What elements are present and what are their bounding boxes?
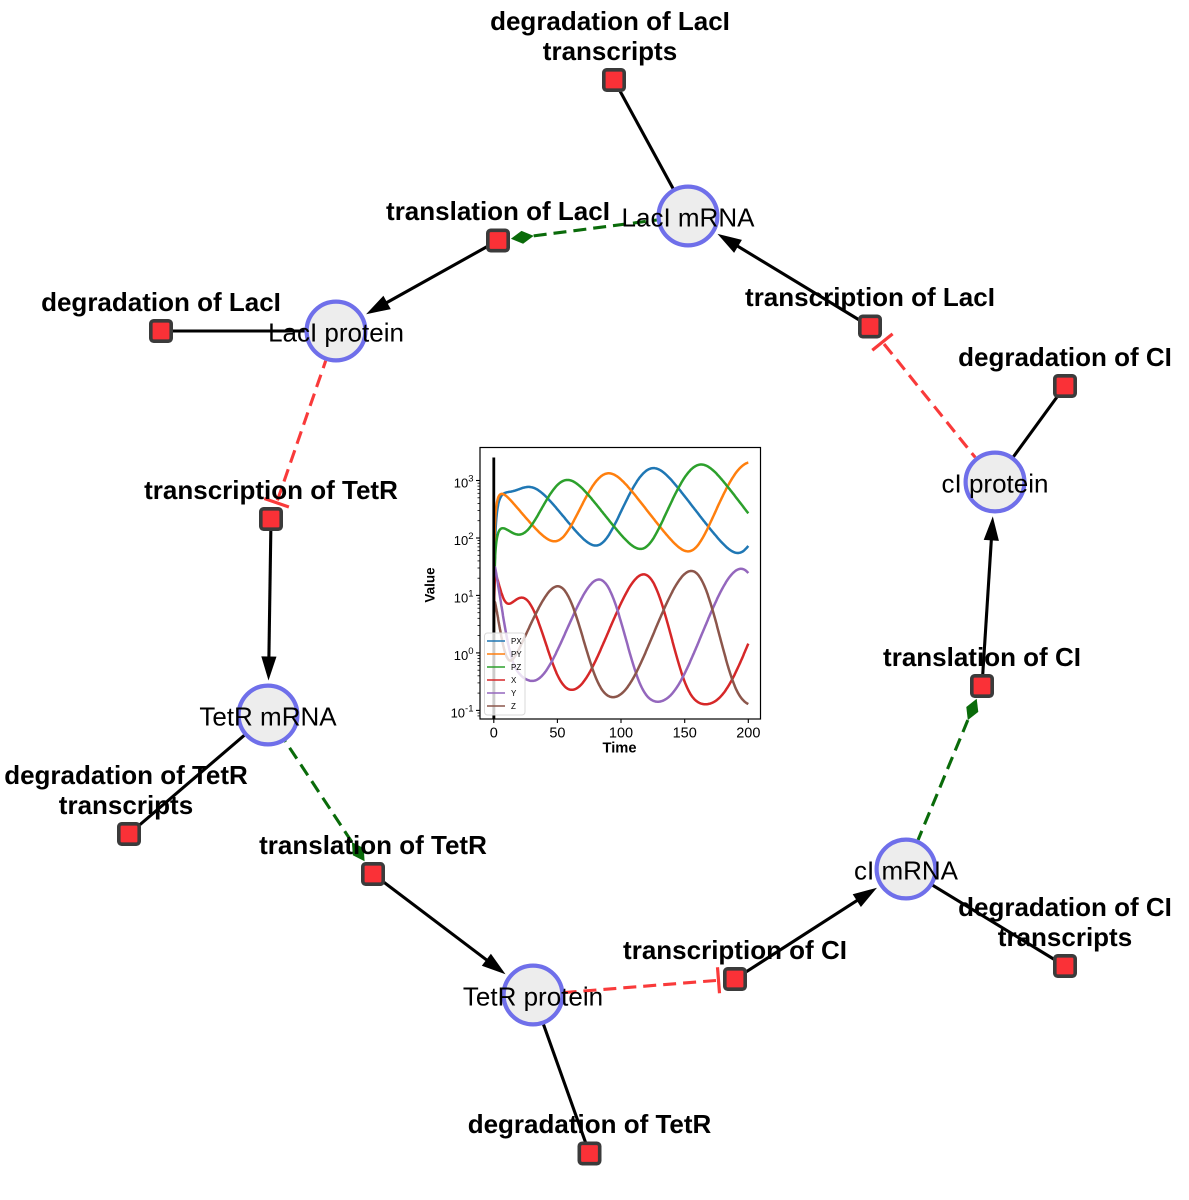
svg-text:degradation of LacI: degradation of LacI (41, 287, 281, 317)
svg-text:TetR protein: TetR protein (463, 982, 603, 1012)
svg-text:degradation of TetR: degradation of TetR (4, 760, 248, 790)
svg-text:degradation of CI: degradation of CI (958, 892, 1172, 922)
svg-text:transcription of TetR: transcription of TetR (144, 475, 398, 505)
svg-text:PY: PY (511, 650, 522, 659)
svg-text:translation of CI: translation of CI (883, 642, 1081, 672)
svg-text:transcripts: transcripts (998, 922, 1132, 952)
svg-text:Y: Y (511, 689, 517, 698)
svg-text:X: X (511, 676, 517, 685)
svg-text:LacI mRNA: LacI mRNA (622, 203, 756, 233)
svg-text:200: 200 (736, 726, 760, 742)
svg-text:translation of TetR: translation of TetR (259, 830, 487, 860)
svg-text:50: 50 (549, 726, 565, 742)
svg-text:PX: PX (511, 637, 522, 646)
svg-text:degradation of TetR: degradation of TetR (468, 1109, 712, 1139)
svg-text:transcription of LacI: transcription of LacI (745, 282, 995, 312)
svg-text:LacI protein: LacI protein (268, 318, 404, 348)
svg-text:150: 150 (673, 726, 697, 742)
svg-text:0: 0 (490, 726, 498, 742)
svg-text:100: 100 (609, 726, 633, 742)
svg-text:TetR mRNA: TetR mRNA (199, 702, 337, 732)
svg-text:Z: Z (511, 702, 516, 711)
svg-text:Time: Time (602, 740, 636, 756)
svg-text:transcription of CI: transcription of CI (623, 935, 847, 965)
svg-text:transcripts: transcripts (59, 790, 193, 820)
svg-text:Value: Value (423, 567, 438, 603)
svg-text:degradation of LacI: degradation of LacI (490, 6, 730, 36)
svg-text:cI protein: cI protein (942, 469, 1049, 499)
svg-text:degradation of CI: degradation of CI (958, 342, 1172, 372)
svg-text:cI mRNA: cI mRNA (854, 856, 959, 886)
svg-text:transcripts: transcripts (543, 36, 677, 66)
svg-text:translation of LacI: translation of LacI (386, 196, 610, 226)
svg-text:PZ: PZ (511, 663, 521, 672)
